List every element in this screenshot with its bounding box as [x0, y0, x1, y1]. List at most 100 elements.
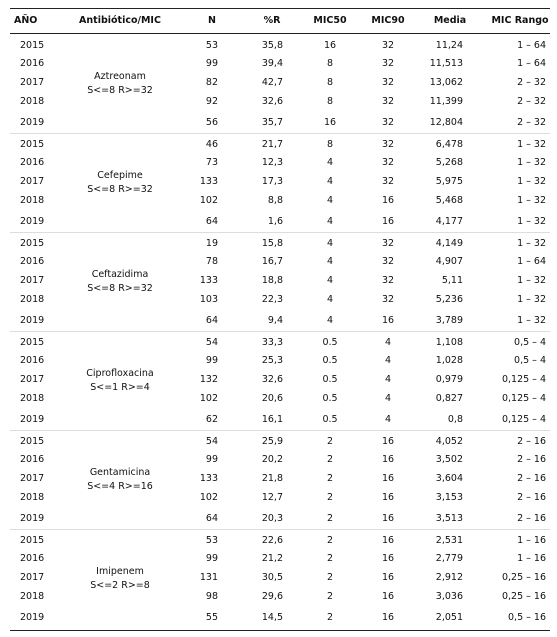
breakpoint-criteria: S<=8 R>=32 — [87, 283, 153, 294]
year: 2016 — [20, 355, 45, 366]
mean: 11,513 — [429, 58, 463, 69]
year: 2019 — [20, 612, 45, 623]
mic90: 4 — [384, 374, 392, 385]
mic-range: 1 – 32 — [517, 176, 546, 187]
percent-r: 15,8 — [261, 238, 283, 249]
percent-r: 35,8 — [261, 40, 283, 51]
mic90-header: MIC90 — [371, 15, 405, 26]
mic50: 16 — [323, 117, 337, 128]
range-header: MIC Rango — [491, 15, 549, 26]
percent-r: 8,8 — [267, 195, 283, 206]
year: 2016 — [20, 256, 45, 267]
header-rule — [10, 33, 550, 34]
year: 2018 — [20, 96, 45, 107]
mic90: 16 — [381, 216, 395, 227]
percent-r: 29,6 — [261, 591, 283, 602]
mic50: 2 — [326, 454, 334, 465]
mean: 2,531 — [435, 535, 463, 546]
n: 132 — [199, 374, 218, 385]
percent-r: 20,2 — [261, 454, 283, 465]
mean: 3,153 — [435, 492, 463, 503]
mean: 3,789 — [435, 315, 463, 326]
antibiotic-name: Cefepime — [97, 170, 143, 181]
breakpoint-criteria: S<=8 R>=32 — [87, 184, 153, 195]
mean: 1,108 — [435, 337, 463, 348]
year: 2019 — [20, 216, 45, 227]
percent-r: 21,8 — [261, 473, 283, 484]
mean: 2,779 — [435, 553, 463, 564]
mic-range: 2 – 32 — [517, 77, 546, 88]
antibiotic-name: Ceftazidima — [91, 269, 149, 280]
percent-r: 25,9 — [261, 436, 283, 447]
year: 2017 — [20, 572, 45, 583]
mean: 0,8 — [447, 414, 463, 425]
n: 54 — [205, 337, 218, 348]
n: 55 — [205, 612, 218, 623]
n: 54 — [205, 436, 218, 447]
percent-r: 22,6 — [261, 535, 283, 546]
mic50: 4 — [326, 157, 334, 168]
year: 2015 — [20, 40, 45, 51]
mean: 4,052 — [435, 436, 463, 447]
year: 2017 — [20, 275, 45, 286]
percent-r: 16,1 — [261, 414, 283, 425]
mic-range: 2 – 32 — [517, 96, 546, 107]
n: 133 — [199, 473, 218, 484]
mic50: 4 — [326, 275, 334, 286]
percent-r: 12,3 — [261, 157, 283, 168]
n: 102 — [199, 492, 218, 503]
mean: 6,478 — [435, 139, 463, 150]
mic90: 16 — [381, 436, 395, 447]
year: 2019 — [20, 315, 45, 326]
percent-r: 14,5 — [261, 612, 283, 623]
mic50: 8 — [326, 96, 334, 107]
n: 133 — [199, 275, 218, 286]
mic90: 4 — [384, 414, 392, 425]
mic-range: 1 – 64 — [517, 40, 546, 51]
mic50: 0.5 — [322, 393, 338, 404]
group-separator — [10, 430, 550, 431]
mic50: 4 — [326, 294, 334, 305]
mic90: 32 — [381, 275, 395, 286]
group-separator — [10, 232, 550, 233]
n: 99 — [205, 454, 218, 465]
mic90: 16 — [381, 612, 395, 623]
n: 99 — [205, 553, 218, 564]
percent-r: 9,4 — [267, 315, 283, 326]
mic90: 32 — [381, 58, 395, 69]
year: 2017 — [20, 374, 45, 385]
mic50: 0.5 — [322, 374, 338, 385]
mean: 0,827 — [435, 393, 463, 404]
mic-range: 1 – 32 — [517, 238, 546, 249]
mean: 12,804 — [429, 117, 463, 128]
mic90: 32 — [381, 256, 395, 267]
year: 2019 — [20, 414, 45, 425]
mic50: 4 — [326, 256, 334, 267]
n: 56 — [205, 117, 218, 128]
mic-range: 1 – 64 — [517, 58, 546, 69]
n: 53 — [205, 40, 218, 51]
year: 2015 — [20, 238, 45, 249]
percent-r: 35,7 — [261, 117, 283, 128]
year: 2017 — [20, 176, 45, 187]
percent-r: 12,7 — [261, 492, 283, 503]
percent-r: 39,4 — [261, 58, 283, 69]
mean: 5,236 — [435, 294, 463, 305]
mic90: 32 — [381, 139, 395, 150]
mic50: 2 — [326, 553, 334, 564]
mean: 4,907 — [435, 256, 463, 267]
mean: 3,502 — [435, 454, 463, 465]
mic-range: 0,5 – 16 — [508, 612, 546, 623]
antibiotic-name: Gentamicina — [89, 467, 151, 478]
mean: 2,051 — [435, 612, 463, 623]
mic90: 32 — [381, 157, 395, 168]
mic-range: 0,5 – 4 — [514, 355, 546, 366]
mic90: 32 — [381, 77, 395, 88]
percent-r: 33,3 — [261, 337, 283, 348]
mic90: 32 — [381, 238, 395, 249]
year: 2019 — [20, 117, 45, 128]
mic50: 4 — [326, 238, 334, 249]
mean: 4,149 — [435, 238, 463, 249]
year: 2018 — [20, 591, 45, 602]
